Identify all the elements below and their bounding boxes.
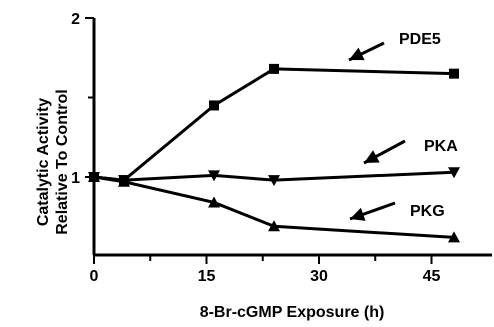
annotation-pka: PKA xyxy=(363,138,458,165)
ticks xyxy=(85,17,433,264)
y-axis-label-line-1: Catalytic Activity xyxy=(35,98,52,226)
data-point-triangle-up xyxy=(448,231,460,243)
x-axis-label: 8-Br-cGMP Exposure (h) xyxy=(200,304,385,321)
arrow-head-icon xyxy=(349,47,365,61)
series-pde5 xyxy=(89,63,459,186)
x-tick-label: 45 xyxy=(423,268,441,285)
x-tick-label: 0 xyxy=(90,268,99,285)
series-annotations: PDE5 PKA PKG xyxy=(348,31,458,221)
y-axis-label: Catalytic Activity Relative To Control xyxy=(35,89,71,235)
x-tick-label: 30 xyxy=(310,268,328,285)
series-label-pka: PKA xyxy=(424,138,458,155)
annotation-pkg: PKG xyxy=(349,201,445,221)
x-tick-label: 15 xyxy=(198,268,216,285)
series-group xyxy=(88,63,460,243)
data-point-triangle-up xyxy=(88,171,100,182)
series-pkg xyxy=(88,171,460,243)
data-point-triangle-down xyxy=(268,175,280,187)
series-label-pkg: PKG xyxy=(410,203,445,220)
data-point-square xyxy=(269,63,279,74)
tick-labels: 0 15 30 45 1 2 xyxy=(71,11,440,285)
data-point-triangle-down xyxy=(448,167,460,179)
arrow-head-icon xyxy=(350,207,366,221)
arrow-head-icon xyxy=(364,150,380,163)
series-pka xyxy=(88,167,460,187)
y-axis-label-line-2: Relative To Control xyxy=(54,89,71,235)
annotation-pde5: PDE5 xyxy=(348,31,441,62)
series-line-pde5 xyxy=(93,67,455,182)
data-point-triangle-up xyxy=(268,220,280,232)
data-point-triangle-up xyxy=(208,196,220,208)
axes xyxy=(92,18,492,257)
y-tick-label: 2 xyxy=(71,11,80,28)
data-point-square xyxy=(209,100,219,111)
y-tick-label: 1 xyxy=(71,170,80,187)
data-point-triangle-up xyxy=(118,175,130,187)
data-point-triangle-down xyxy=(208,170,220,182)
series-label-pde5: PDE5 xyxy=(399,31,441,48)
data-point-square xyxy=(449,68,459,79)
